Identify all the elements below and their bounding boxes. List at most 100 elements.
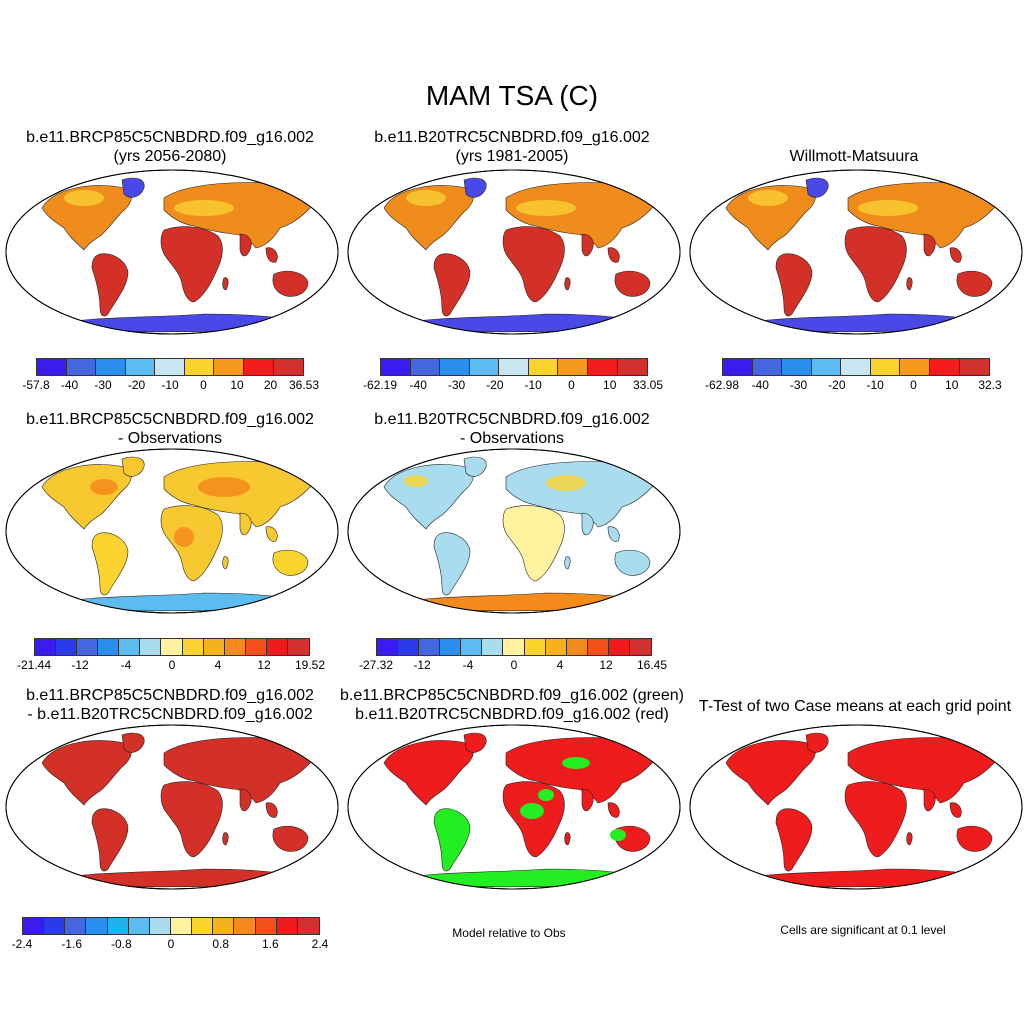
green-region xyxy=(520,803,544,819)
continent-india xyxy=(239,788,252,812)
colorbar-cell xyxy=(86,918,108,934)
colorbar-cell xyxy=(841,359,871,375)
panel-title-8: T-Test of two Case means at each grid po… xyxy=(686,697,1024,716)
colorbar-cell xyxy=(128,918,150,934)
continent-northAmerica xyxy=(725,185,816,251)
continent-greenland xyxy=(463,177,487,198)
continent-madagascar xyxy=(222,556,229,570)
continent-greenland xyxy=(463,456,487,477)
colorbar-2: -62.19 -40 -30 -20 -10 0 10 33.05 xyxy=(363,358,663,394)
continent-seAsia xyxy=(607,247,620,263)
colorbar-cell xyxy=(587,639,609,655)
panel-title-6-line1: b.e11.BRCP85C5CNBDRD.f09_g16.002 xyxy=(26,687,314,704)
map-panel-8 xyxy=(689,724,1023,890)
colorbar-cell xyxy=(23,918,45,934)
figure-title: MAM TSA (C) xyxy=(425,80,599,111)
map-panel-1 xyxy=(5,169,339,335)
colorbar-cell xyxy=(214,359,244,375)
colorbar-cell xyxy=(184,359,215,375)
colorbar-tick-label: 16.45 xyxy=(636,658,668,672)
colorbar-tick-label: -62.19 xyxy=(362,378,398,392)
warm-region xyxy=(174,527,194,547)
colorbar-cell xyxy=(377,639,399,655)
colorbar-cell xyxy=(287,639,310,655)
colorbar-tick-label: -1.6 xyxy=(61,937,82,951)
panel-title-3-line2: Willmott-Matsuura xyxy=(789,148,919,165)
colorbar-cell xyxy=(499,359,529,375)
colorbar-tick-label: -10 xyxy=(524,378,542,392)
continent-africa xyxy=(844,781,907,858)
colorbar-cell xyxy=(98,639,120,655)
continent-southAmerica xyxy=(433,532,471,596)
colorbar-cell xyxy=(276,918,298,934)
colorbar-cell xyxy=(155,359,185,375)
continent-greenland xyxy=(805,177,829,198)
map-panel-7 xyxy=(347,724,681,890)
colorbar-tick-label: -62.98 xyxy=(704,378,740,392)
colorbar-tick-label: -20 xyxy=(486,378,504,392)
colorbar-4: -21.44 -12 -4 0 4 12 19.52 xyxy=(17,638,325,674)
colorbar-cell xyxy=(900,359,930,375)
colorbar-tick-label: 0 xyxy=(167,937,175,951)
colorbar-cell xyxy=(266,639,288,655)
panel-title-6: b.e11.BRCP85C5CNBDRD.f09_g16.002 - b.e11… xyxy=(0,686,340,724)
colorbar-cell xyxy=(440,359,470,375)
colorbar-cell xyxy=(44,918,66,934)
panel-title-7-line1: b.e11.BRCP85C5CNBDRD.f09_g16.002 (green) xyxy=(340,687,684,704)
continent-india xyxy=(581,233,594,257)
colorbar-cell xyxy=(629,639,652,655)
continent-australia xyxy=(272,825,309,852)
colorbar-cell xyxy=(96,359,126,375)
map-panel-2 xyxy=(347,169,681,335)
colorbar-cell xyxy=(77,639,99,655)
colorbar-5: -27.32 -12 -4 0 4 12 16.45 xyxy=(359,638,667,674)
colorbar-tick-label: -10 xyxy=(866,378,884,392)
colorbar-cell xyxy=(608,639,630,655)
colorbar-tick-label: -4 xyxy=(120,658,132,672)
colorbar-cell xyxy=(469,359,500,375)
colorbar-cell xyxy=(35,639,57,655)
colorbar-tick-label: -12 xyxy=(71,658,89,672)
colorbar-tick-label: -12 xyxy=(413,658,431,672)
continent-northAmerica xyxy=(41,185,132,251)
panel-title-2-line2: (yrs 1981-2005) xyxy=(455,148,569,165)
colorbar-tick-label: 10 xyxy=(945,378,959,392)
colorbar-6: -2.4 -1.6 -0.8 0 0.8 1.6 2.4 xyxy=(12,917,328,953)
continent-madagascar xyxy=(564,277,571,291)
continent-india xyxy=(923,233,936,257)
colorbar-tick-label: 0 xyxy=(568,378,575,392)
continent-southAmerica xyxy=(775,253,813,317)
continent-greenland xyxy=(121,732,145,753)
continent-madagascar xyxy=(564,556,571,570)
colorbar-cell xyxy=(398,639,420,655)
green-region xyxy=(610,829,626,841)
colorbar-tick-label: -20 xyxy=(127,378,146,392)
colorbar-tick-label: 32.3 xyxy=(978,378,1002,392)
colorbar-tick-label: 10 xyxy=(603,378,617,392)
colorbar-cell xyxy=(503,639,525,655)
colorbar-cell xyxy=(566,639,588,655)
colorbar-cell xyxy=(125,359,156,375)
colorbar-tick-label: -57.8 xyxy=(22,378,50,392)
panel-title-1: b.e11.BRCP85C5CNBDRD.f09_g16.002 (yrs 20… xyxy=(0,128,340,166)
colorbar-tick-label: 33.05 xyxy=(632,378,664,392)
colorbar-cell xyxy=(192,918,214,934)
continent-africa xyxy=(844,226,907,303)
colorbar-tick-label: 0.8 xyxy=(212,937,229,951)
panel-title-3: Willmott-Matsuura xyxy=(684,147,1024,166)
colorbar-tick-label: -30 xyxy=(789,378,808,392)
colorbar-cell xyxy=(107,918,129,934)
continent-australia xyxy=(614,549,651,576)
colorbar-cells xyxy=(34,638,310,656)
colorbar-cell xyxy=(440,639,462,655)
panel-title-7: b.e11.BRCP85C5CNBDRD.f09_g16.002 (green)… xyxy=(330,686,694,724)
continent-seAsia xyxy=(949,802,962,818)
colorbar-tick-label: 0 xyxy=(200,378,207,392)
continent-southAmerica xyxy=(433,253,471,317)
colorbar-cells xyxy=(22,917,320,935)
cool-region xyxy=(64,190,104,206)
colorbar-cell xyxy=(870,359,901,375)
map-panel-3 xyxy=(689,169,1023,335)
green-region xyxy=(466,872,526,882)
panel-title-5-line1: b.e11.B20TRC5CNBDRD.f09_g16.002 xyxy=(374,411,650,428)
